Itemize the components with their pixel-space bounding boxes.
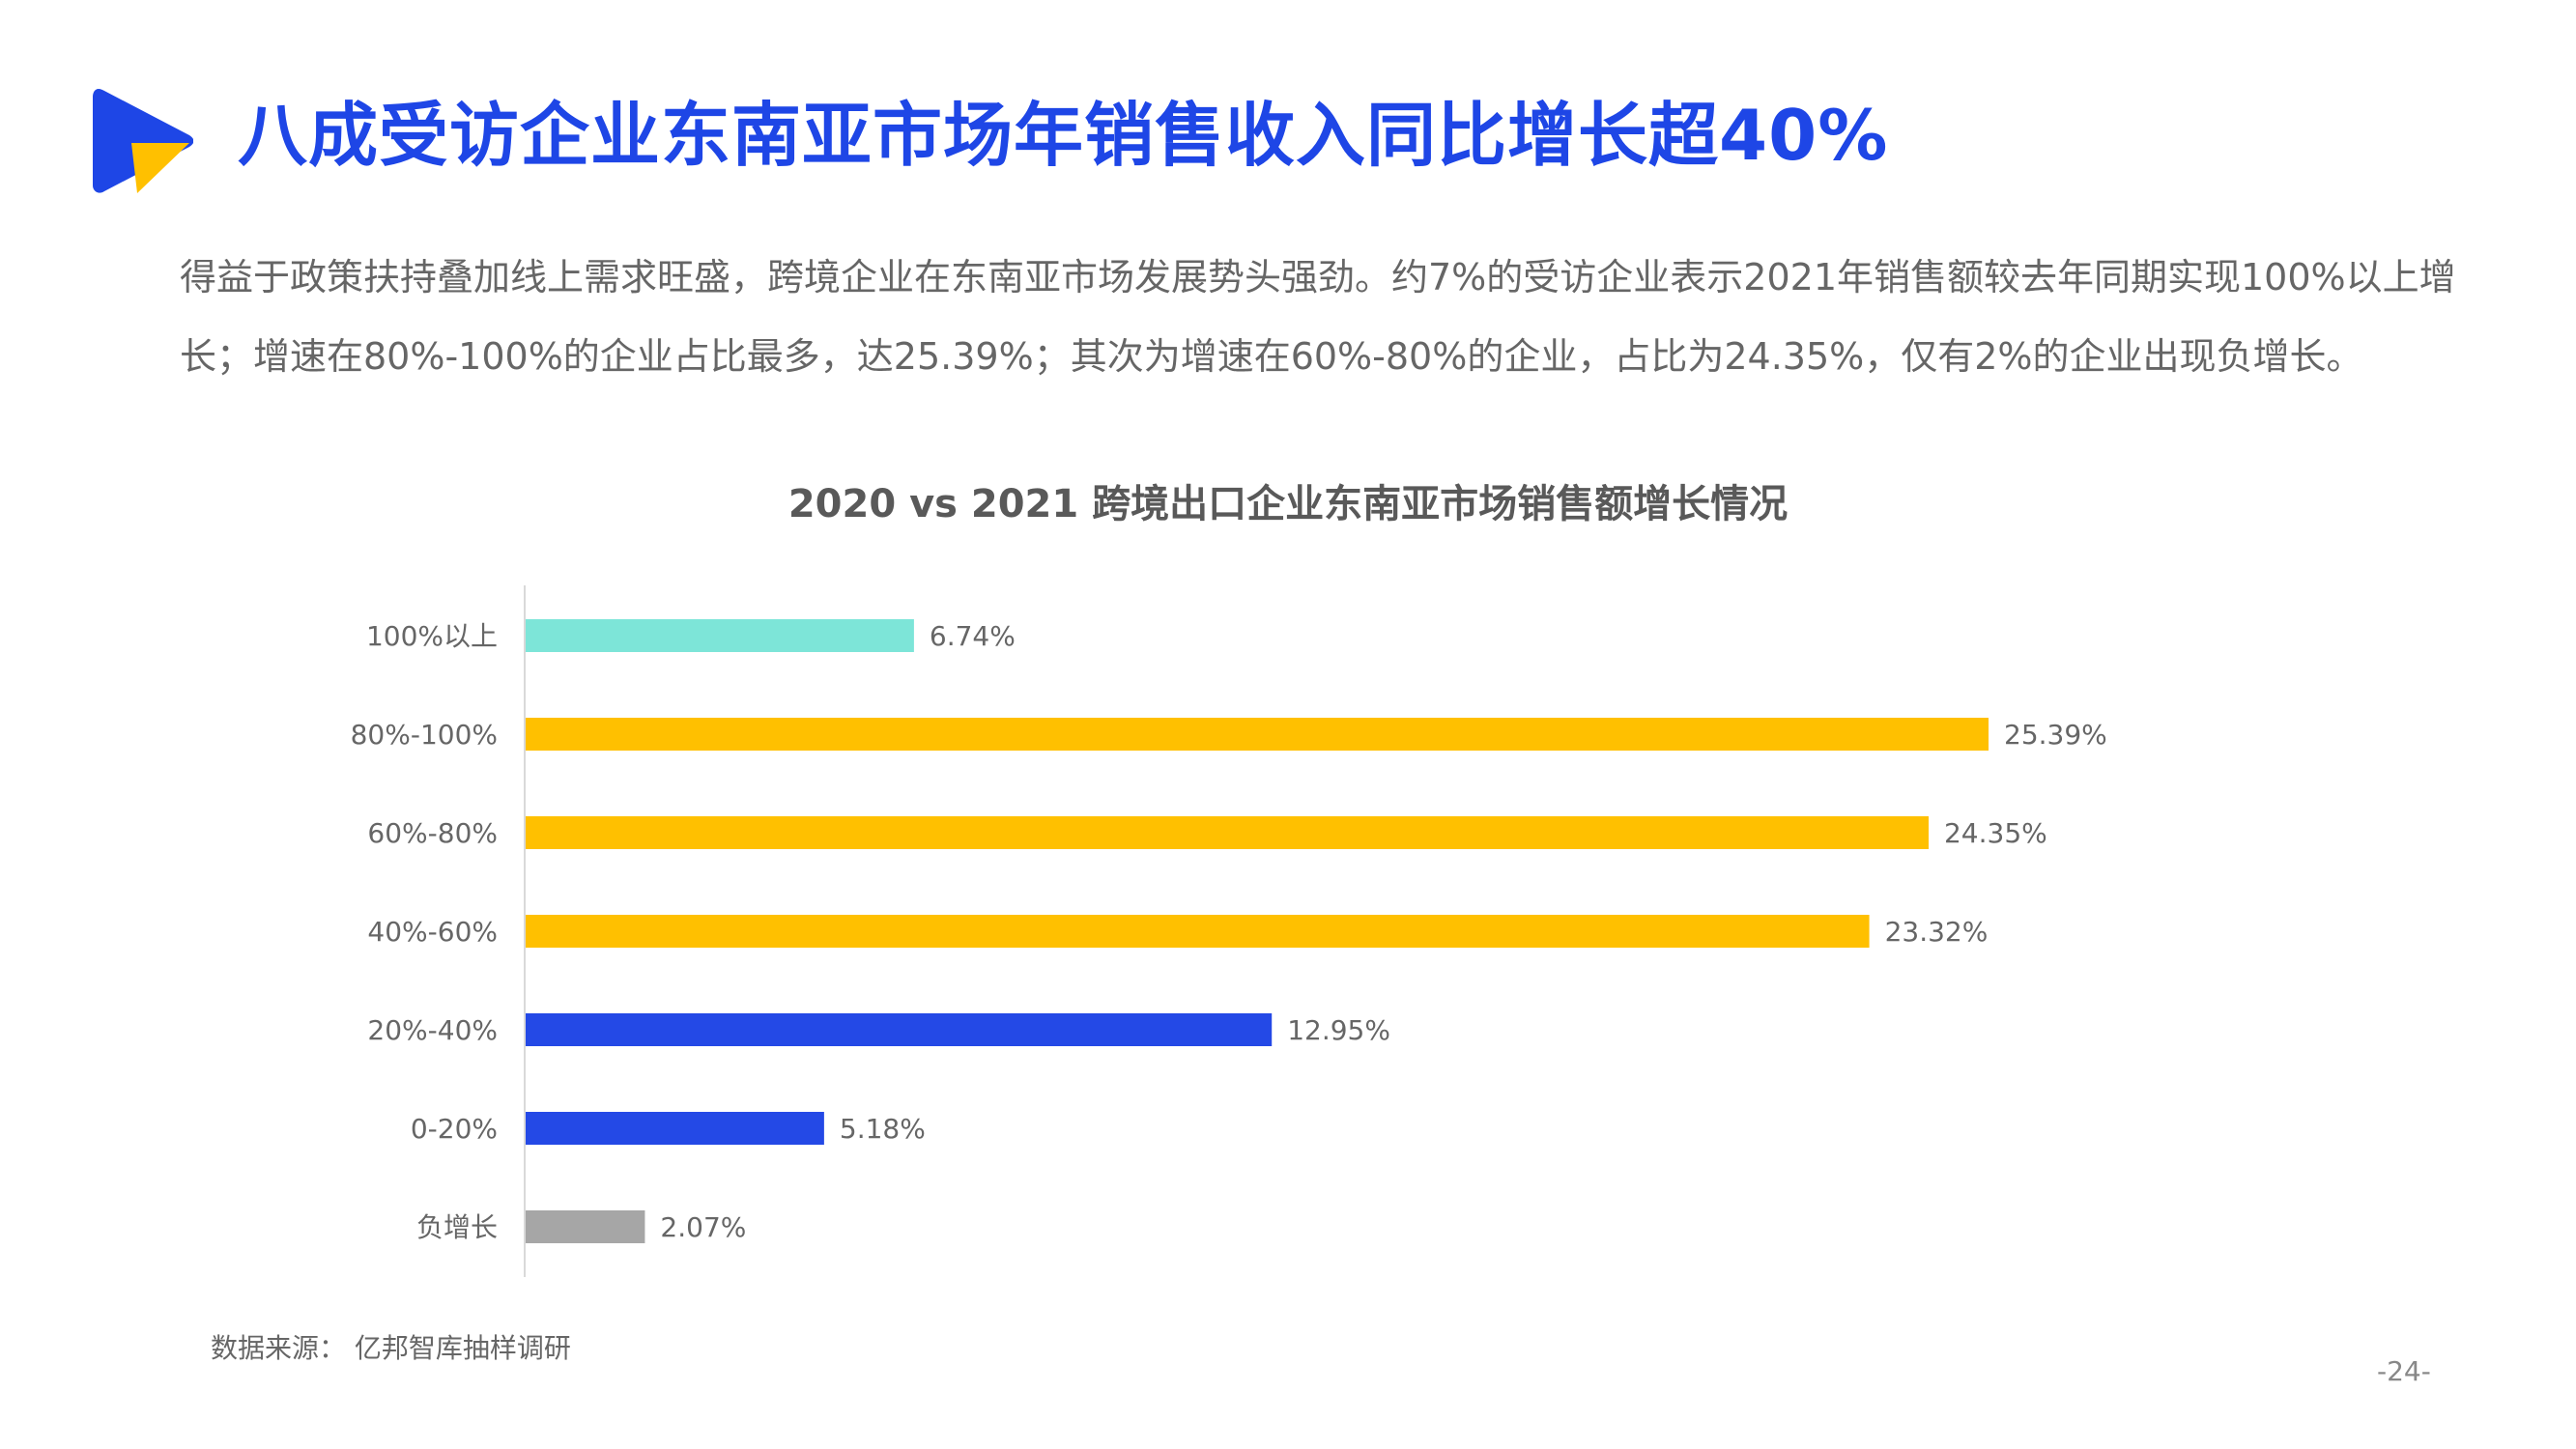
data-label: 25.39% bbox=[2004, 719, 2107, 751]
data-label: 5.18% bbox=[840, 1113, 926, 1145]
bar bbox=[526, 1210, 645, 1243]
category-label: 负增长 bbox=[416, 1211, 498, 1243]
bar bbox=[526, 915, 1870, 948]
page-number: -24- bbox=[2377, 1355, 2431, 1387]
category-label: 20%-40% bbox=[367, 1014, 498, 1046]
category-label: 40%-60% bbox=[367, 916, 498, 948]
data-label: 6.74% bbox=[930, 620, 1016, 652]
category-label: 100%以上 bbox=[366, 620, 498, 652]
chart-title: 2020 vs 2021 跨境出口企业东南亚市场销售额增长情况 bbox=[787, 482, 1789, 526]
data-source: 数据来源： 亿邦智库抽样调研 bbox=[211, 1332, 571, 1364]
bar bbox=[526, 619, 914, 652]
category-label: 0-20% bbox=[411, 1113, 498, 1145]
data-label: 24.35% bbox=[1944, 817, 2047, 849]
bar bbox=[526, 1112, 824, 1145]
bar bbox=[526, 1013, 1273, 1046]
page-title: 八成受访企业东南亚市场年销售收入同比增长超40% bbox=[238, 95, 1889, 176]
data-label: 23.32% bbox=[1885, 916, 1989, 948]
bar bbox=[526, 718, 1989, 751]
category-label: 60%-80% bbox=[367, 817, 498, 849]
data-label: 12.95% bbox=[1287, 1014, 1390, 1046]
bar bbox=[526, 816, 1929, 849]
play-logo-icon bbox=[93, 89, 193, 193]
category-label: 80%-100% bbox=[351, 719, 498, 751]
data-label: 2.07% bbox=[660, 1211, 746, 1243]
description-paragraph: 得益于政策扶持叠加线上需求旺盛，跨境企业在东南亚市场发展势头强劲。约7%的受访企… bbox=[180, 256, 2456, 378]
